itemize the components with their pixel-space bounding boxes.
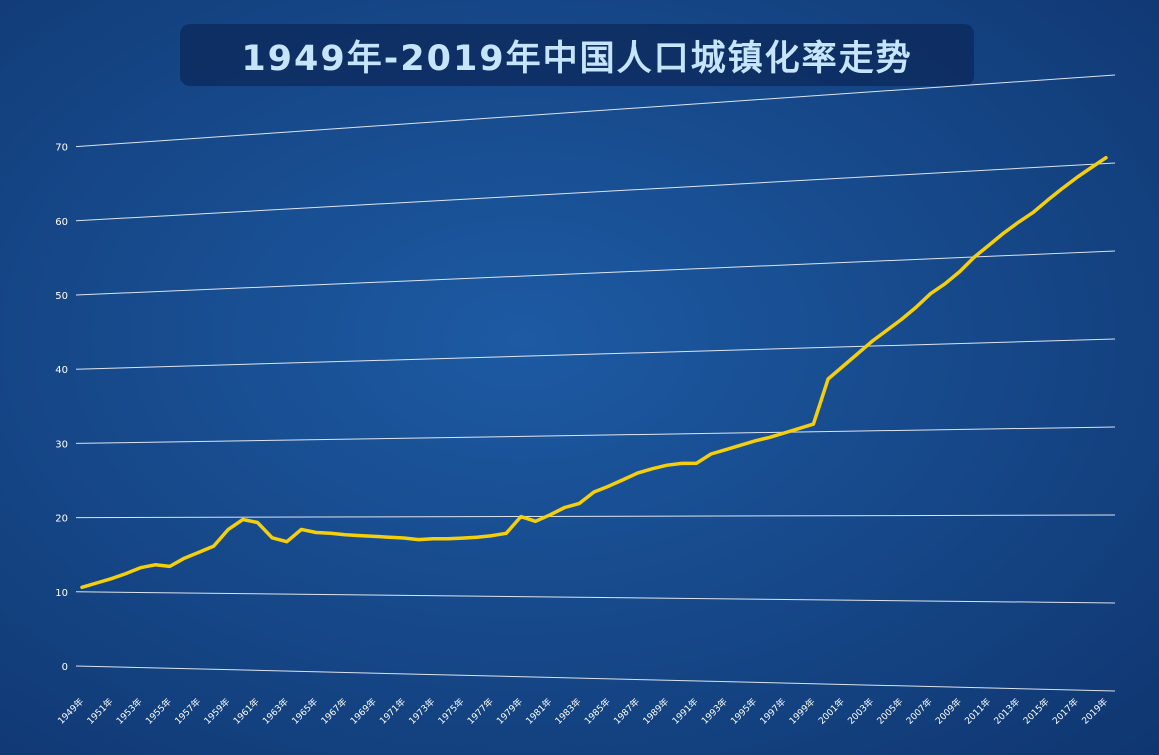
y-tick-label: 50: [55, 291, 68, 302]
x-tick-label: 1995年: [728, 696, 759, 727]
x-tick-label: 1991年: [669, 696, 700, 727]
x-tick-label: 1959年: [201, 696, 232, 727]
x-tick-label: 2017年: [1050, 696, 1081, 727]
x-tick-label: 2013年: [991, 696, 1022, 727]
x-tick-label: 1979年: [494, 696, 525, 727]
x-tick-label: 1967年: [318, 696, 349, 727]
x-tick-label: 1953年: [114, 696, 145, 727]
x-tick-label: 2003年: [845, 696, 876, 727]
x-tick-label: 1951年: [84, 696, 115, 727]
x-tick-label: 1977年: [465, 696, 496, 727]
x-tick-label: 2015年: [1021, 696, 1052, 727]
gridline-40: [75, 338, 1116, 370]
y-tick-label: 30: [55, 439, 68, 450]
x-tick-label: 1981年: [523, 696, 554, 727]
x-tick-label: 1957年: [172, 696, 203, 727]
gridline-20: [75, 514, 1116, 519]
series-layer: [80, 155, 1108, 590]
x-tick-label: 1993年: [699, 696, 730, 727]
x-tick-label: 2011年: [962, 696, 993, 727]
y-tick-label: 0: [62, 662, 68, 673]
y-axis-ticks: 0 10 20 30 40 50 60 70: [55, 143, 68, 673]
gridline-70: [75, 74, 1116, 148]
x-tick-label: 1969年: [348, 696, 379, 727]
x-tick-label: 1961年: [231, 696, 262, 727]
gridlines: [75, 74, 1116, 692]
x-tick-label: 1999年: [787, 696, 818, 727]
x-tick-label: 1973年: [406, 696, 437, 727]
gridline-50: [75, 250, 1116, 296]
x-tick-label: 1985年: [582, 696, 613, 727]
x-tick-label: 1975年: [435, 696, 466, 727]
x-tick-label: 1989年: [640, 696, 671, 727]
gridline-0: [75, 665, 1116, 692]
gridline-60: [75, 162, 1116, 222]
x-tick-label: 1983年: [552, 696, 583, 727]
x-tick-label: 2001年: [816, 696, 847, 727]
x-tick-label: 1949年: [55, 696, 86, 727]
title-banner: 1949年-2019年中国人口城镇化率走势: [180, 24, 974, 86]
gridline-10: [75, 591, 1116, 604]
y-tick-label: 40: [55, 365, 68, 376]
page-title: 1949年-2019年中国人口城镇化率走势: [241, 38, 913, 79]
x-tick-label: 2007年: [904, 696, 935, 727]
x-tick-label: 2009年: [933, 696, 964, 727]
x-tick-label: 2005年: [874, 696, 905, 727]
x-tick-label: 1965年: [289, 696, 320, 727]
x-tick-label: 1997年: [757, 696, 788, 727]
x-axis-ticks: 1949年 1951年 1953年 1955年 1957年 1959年 1961年 1963年…: [55, 696, 1110, 727]
gridline-30: [75, 426, 1116, 444]
y-tick-label: 60: [55, 217, 68, 228]
x-tick-label: 1971年: [377, 696, 408, 727]
x-tick-label: 2019年: [1079, 696, 1110, 727]
y-tick-label: 70: [55, 143, 68, 154]
series-line: [80, 155, 1108, 590]
y-tick-label: 10: [55, 588, 68, 599]
y-tick-label: 20: [55, 514, 68, 525]
x-tick-label: 1955年: [143, 696, 174, 727]
x-tick-label: 1987年: [611, 696, 642, 727]
x-tick-label: 1963年: [260, 696, 291, 727]
